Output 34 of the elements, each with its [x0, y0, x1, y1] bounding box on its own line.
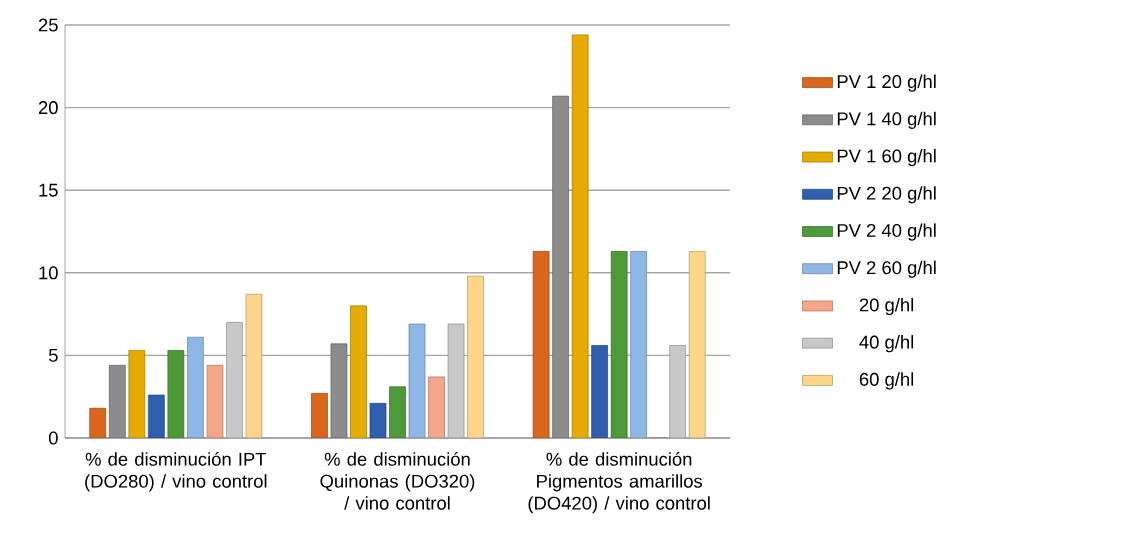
- y-tick-label: 15: [39, 183, 58, 197]
- bar: [311, 393, 328, 438]
- bar: [389, 386, 406, 438]
- bar: [630, 250, 648, 438]
- bar: [408, 323, 426, 438]
- x-tick-label: % de disminución Pigmentos amarillos (DO420) / vino control: [528, 452, 710, 514]
- legend-label: PV 2 60 g/hl: [837, 260, 936, 278]
- y-tick-label: 0: [48, 431, 58, 445]
- bar: [350, 305, 367, 438]
- bar: [187, 336, 204, 438]
- y-tick-label: 25: [38, 18, 58, 32]
- bar: [467, 275, 484, 438]
- x-tick-label: % de disminución Quinonas (DO320) / vino control: [320, 452, 475, 510]
- bar: [591, 345, 609, 438]
- legend-label: 20 g/hl: [859, 297, 914, 316]
- bar: [167, 350, 185, 438]
- bar: [532, 250, 550, 438]
- legend-label: 40 g/hl: [859, 335, 914, 353]
- legend-label: PV 1 20 g/hl: [837, 74, 936, 92]
- bar: [89, 407, 107, 438]
- bar: [610, 250, 628, 438]
- bar: [147, 394, 165, 438]
- legend-label: 60 g/hl: [859, 372, 914, 390]
- legend-label: PV 1 40 g/hl: [837, 111, 936, 129]
- y-tick-label: 20: [38, 101, 58, 115]
- bar: [128, 350, 146, 438]
- x-tick-label: % de disminución IPT (DO280) / vino control: [85, 452, 267, 492]
- legend-label: PV 2 20 g/hl: [837, 186, 936, 204]
- y-tick-label: 5: [48, 348, 58, 362]
- y-tick-label: 10: [39, 266, 58, 280]
- legend-label: PV 1 60 g/hl: [837, 148, 936, 167]
- bar: [688, 250, 706, 438]
- bar: [428, 376, 445, 438]
- legend-label: PV 2 40 g/hl: [837, 223, 936, 241]
